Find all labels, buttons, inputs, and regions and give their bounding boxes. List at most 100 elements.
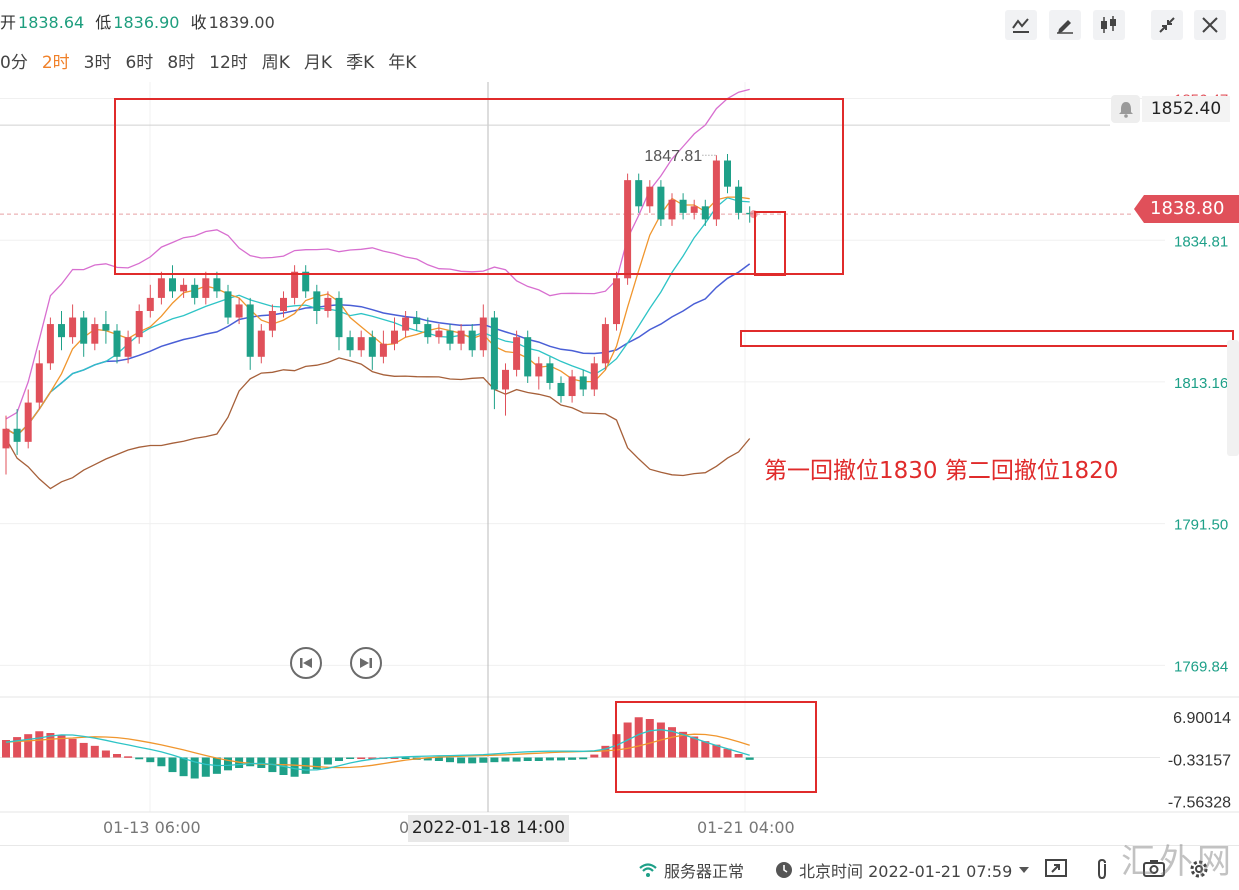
candle-body	[679, 199, 687, 213]
close-value: 1839.00	[208, 13, 275, 32]
collapse-icon	[1159, 17, 1175, 33]
candle-body	[413, 317, 421, 325]
candle-body	[568, 376, 576, 397]
macd-bar	[146, 757, 155, 763]
candle-body	[657, 186, 665, 220]
server-status-text: 服务器正常	[664, 862, 745, 881]
chevron-down-icon	[1019, 867, 1030, 873]
ma5-line	[5, 196, 750, 437]
annotation-box-support	[740, 330, 1234, 347]
retracement-annotation: 第一回撤位1830 第二回撤位1820	[764, 458, 1119, 484]
current-price-tag: 1838.80	[1134, 195, 1239, 223]
candle-body	[302, 271, 310, 292]
candle-body	[557, 382, 565, 397]
candle-body	[46, 324, 54, 364]
candle-body	[80, 317, 88, 344]
candle-body	[202, 278, 210, 298]
price-alert-button[interactable]	[1111, 95, 1140, 123]
clock-status[interactable]: 北京时间 2022-01-21 07:59	[775, 858, 1030, 882]
macd-bar	[290, 757, 299, 777]
candle-body	[701, 206, 709, 220]
high-marker-label: 1847.81	[644, 148, 702, 165]
wifi-icon	[639, 863, 657, 877]
macd-bar	[13, 737, 22, 758]
candle-body	[268, 310, 276, 331]
period-tab-7[interactable]: 月K	[303, 53, 333, 73]
draw-button[interactable]	[1049, 10, 1081, 40]
price-axis-scroll-handle[interactable]	[1227, 340, 1239, 456]
candle-body	[58, 324, 65, 338]
current-price-value: 1838.80	[1150, 198, 1225, 219]
candle-body	[91, 324, 99, 344]
candle-body	[291, 271, 299, 298]
close-button[interactable]	[1194, 10, 1226, 40]
close-icon	[1202, 17, 1218, 33]
price-axis-label: 1791.50	[1174, 517, 1228, 534]
macd-bar	[312, 757, 321, 770]
collapse-button[interactable]	[1151, 10, 1183, 40]
candle-body	[535, 363, 543, 377]
period-tab-5[interactable]: 12时	[209, 53, 248, 73]
period-tab-0[interactable]: 0分	[0, 53, 28, 73]
candle-body	[257, 330, 265, 357]
macd-bar	[557, 757, 565, 761]
macd-bar	[723, 748, 732, 758]
chart-type-button[interactable]	[1093, 10, 1125, 40]
macd-bar	[57, 735, 66, 758]
macd-bar	[568, 757, 577, 760]
period-tab-2[interactable]: 3时	[83, 53, 112, 73]
ma20-line	[5, 263, 751, 437]
candle-body	[446, 330, 454, 344]
candle-body	[402, 317, 410, 331]
macd-bar	[634, 717, 643, 758]
candle-body	[24, 402, 32, 442]
open-label: 开	[0, 13, 17, 32]
candle-body	[246, 304, 254, 357]
macd-bar	[390, 757, 399, 759]
macd-bar	[579, 757, 588, 760]
screenshot-button[interactable]	[1143, 858, 1165, 878]
macd-bar	[690, 736, 699, 758]
fullscreen-button[interactable]	[1045, 858, 1067, 878]
candle-body	[457, 330, 465, 344]
current-price-tag-shape	[1134, 195, 1239, 223]
macd-bar	[423, 757, 432, 761]
candle-body	[735, 186, 743, 213]
settings-button[interactable]	[1188, 858, 1210, 880]
candle-body	[391, 330, 398, 344]
period-tab-1[interactable]: 2时	[41, 53, 70, 73]
period-tab-6[interactable]: 周K	[261, 53, 290, 73]
macd-bar	[190, 757, 199, 779]
period-tab-9[interactable]: 年K	[388, 53, 417, 73]
time-label-3: 01-21 04:00	[697, 818, 795, 837]
macd-bar	[79, 742, 88, 758]
period-tab-8[interactable]: 季K	[346, 53, 375, 73]
period-tab-3[interactable]: 6时	[125, 53, 154, 73]
macd-bar	[545, 757, 554, 761]
ohlc-header: 开 1838.64 低 1836.90 收 1839.00	[0, 9, 281, 35]
indicator-button[interactable]	[1005, 10, 1037, 40]
candle-body	[324, 297, 332, 311]
macd-bar	[68, 738, 77, 758]
price-axis-label: 1813.16	[1174, 375, 1228, 392]
macd-bar	[679, 731, 688, 758]
candle-body	[313, 291, 321, 311]
candle-body	[35, 363, 43, 403]
attachment-button[interactable]	[1094, 858, 1110, 880]
candle-body	[13, 428, 21, 442]
macd-bar	[323, 757, 332, 765]
gear-icon	[1190, 860, 1208, 878]
prev-button[interactable]	[290, 647, 322, 679]
period-tab-4[interactable]: 8时	[167, 53, 196, 73]
candle-body	[135, 310, 143, 338]
macd-bar	[24, 734, 33, 758]
macd-bar	[645, 719, 654, 758]
macd-dif-line	[5, 729, 750, 771]
watermark-logo: 汇外网	[1121, 842, 1235, 882]
macd-bar	[601, 745, 610, 758]
next-button[interactable]	[350, 647, 382, 679]
candle-body	[502, 369, 509, 390]
candle-body	[712, 160, 720, 220]
macd-axis-label: -0.33157	[1168, 752, 1231, 769]
candle-body	[157, 278, 165, 298]
